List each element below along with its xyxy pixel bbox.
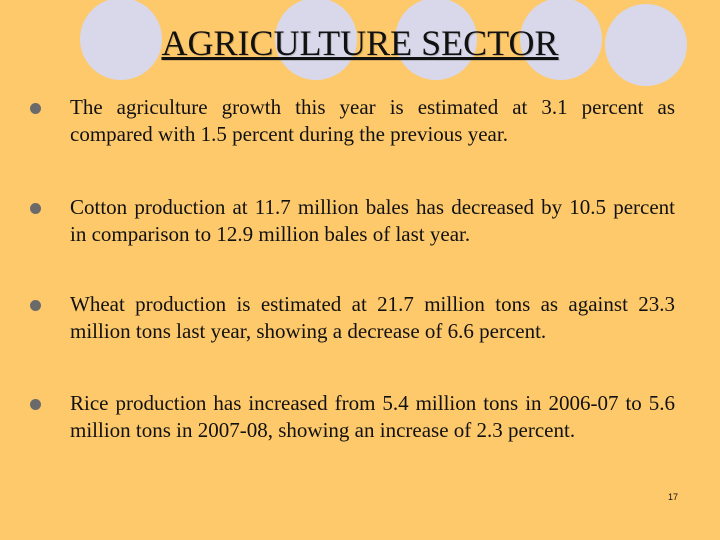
decorative-circle (275, 0, 357, 80)
bullet-dot-icon (30, 103, 41, 114)
decorative-circle (605, 4, 687, 86)
bullet-item: Rice production has increased from 5.4 m… (30, 390, 675, 444)
page-number: 17 (667, 492, 678, 502)
bullet-dot-icon (30, 203, 41, 214)
bullet-item: The agriculture growth this year is esti… (30, 94, 675, 148)
decorative-circle (520, 0, 602, 80)
bullet-item: Wheat production is estimated at 21.7 mi… (30, 291, 675, 345)
bullet-text: Wheat production is estimated at 21.7 mi… (70, 292, 675, 343)
decorative-circle (80, 0, 162, 80)
bullet-dot-icon (30, 300, 41, 311)
bullet-text: The agriculture growth this year is esti… (70, 95, 675, 146)
bullet-item: Cotton production at 11.7 million bales … (30, 194, 675, 248)
bullet-text: Cotton production at 11.7 million bales … (70, 195, 675, 246)
slide-title: AGRICULTURE SECTOR (161, 23, 559, 63)
decorative-circle (395, 0, 477, 80)
bullet-text: Rice production has increased from 5.4 m… (70, 391, 675, 442)
bullet-dot-icon (30, 399, 41, 410)
